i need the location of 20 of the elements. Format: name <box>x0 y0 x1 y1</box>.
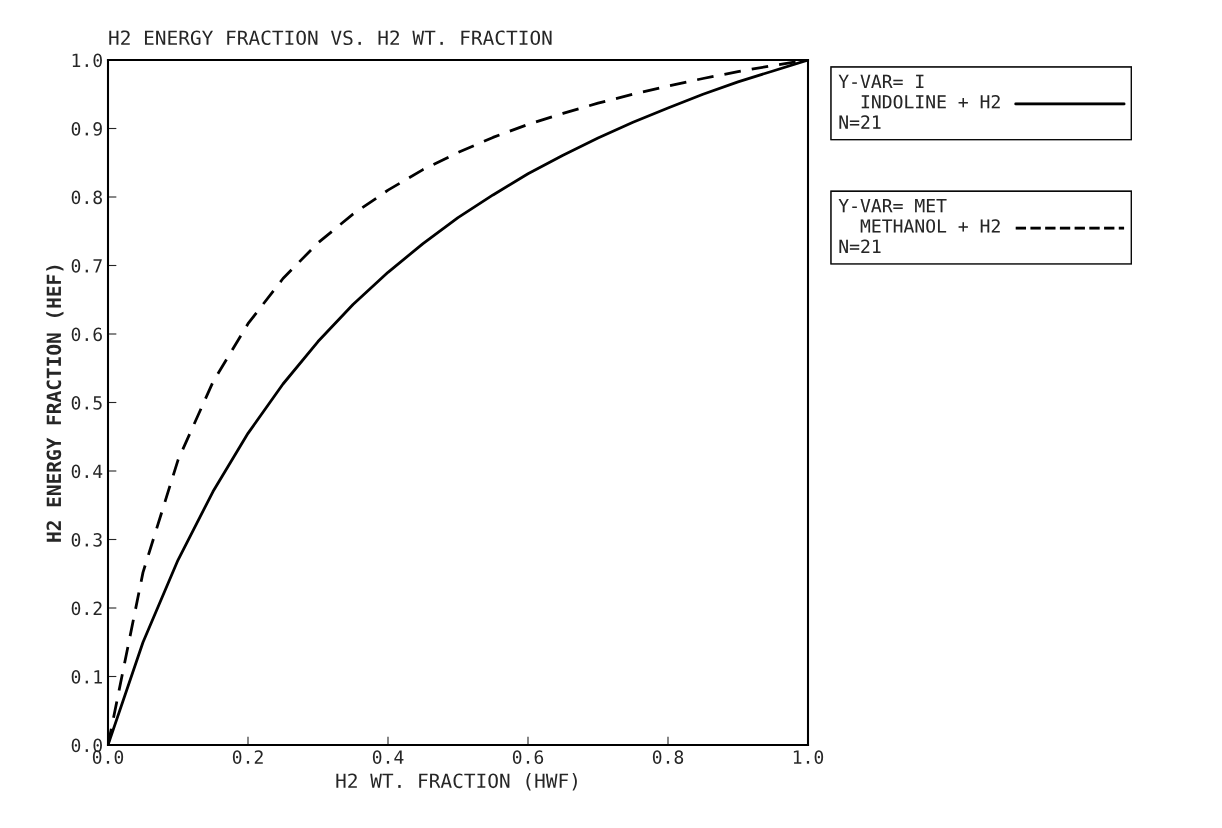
y-tick-label: 0.3 <box>71 533 102 547</box>
chart-title: H2 ENERGY FRACTION VS. H2 WT. FRACTION <box>109 30 552 46</box>
x-axis-title: H2 WT. FRACTION (HWF) <box>336 773 577 791</box>
y-tick-label: 0.1 <box>71 670 102 684</box>
y-tick-label: 0.4 <box>71 464 103 479</box>
x-tick-label: 0.6 <box>512 750 544 764</box>
x-tick-label: 1.0 <box>793 750 824 764</box>
y-tick-label: 0.7 <box>71 259 102 273</box>
y-tick-label: 0.2 <box>71 601 102 616</box>
series-label: Y-VAR= I INDOLINE + H2 N=21 <box>838 74 1000 129</box>
y-axis-title: H2 ENERGY FRACTION (HEF) <box>46 265 64 542</box>
x-tick-label: 0.4 <box>372 750 404 764</box>
y-tick-label: 0.9 <box>71 122 102 136</box>
y-tick-label: 0.5 <box>71 396 102 410</box>
x-tick-label: 0.2 <box>232 750 263 764</box>
text: Y-VAR= MET METHANOL + H2 N=21 <box>838 199 1000 253</box>
y-tick-label: 0.8 <box>71 190 102 205</box>
x-tick-label: 0.8 <box>652 750 684 764</box>
y-tick-label: 0.6 <box>71 327 102 342</box>
y-tick-label: 1.0 <box>72 53 102 68</box>
